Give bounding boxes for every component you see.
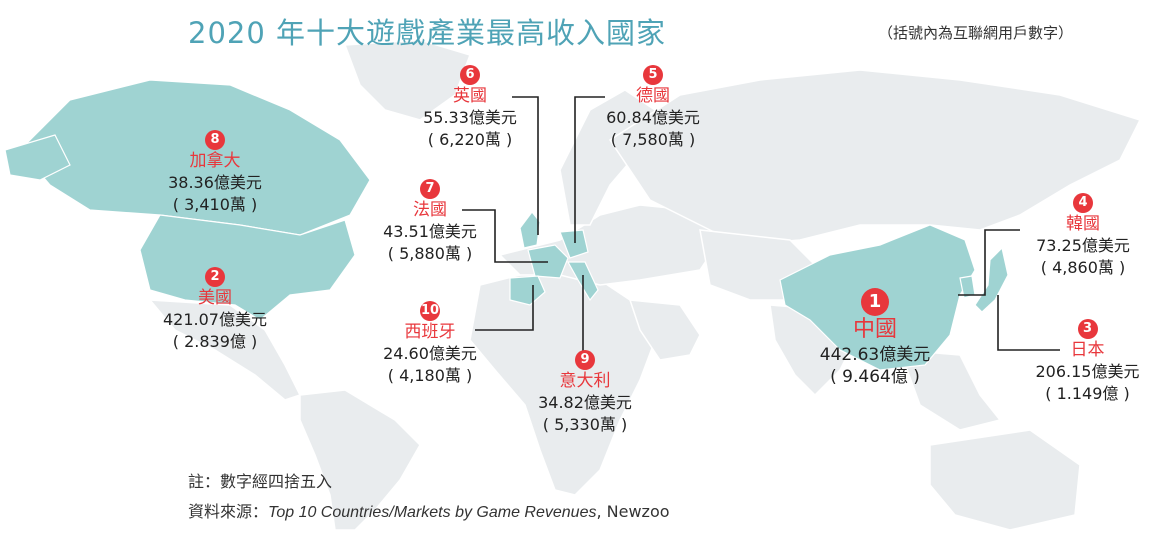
- rank-badge: 9: [575, 350, 595, 370]
- label-usa: 2 美國 421.07億美元 ( 2.839億 ): [145, 264, 285, 353]
- label-china: 1 中國 442.63億美元 ( 9.464億 ): [800, 288, 950, 388]
- australia-shape: [929, 429, 1081, 531]
- country-name: 法國: [413, 200, 447, 220]
- arabia-shape: [628, 299, 701, 361]
- label-france: 7 法國 43.51億美元 ( 5,880萬 ): [365, 176, 495, 265]
- spain-shape: [509, 275, 546, 306]
- rank-badge: 2: [205, 267, 225, 287]
- usa-shape: [139, 214, 356, 321]
- rank-badge: 10: [420, 301, 440, 321]
- label-canada: 8 加拿大 38.36億美元 ( 3,410萬 ): [150, 127, 280, 216]
- revenue-value: 442.63億美元: [819, 345, 931, 365]
- revenue-value: 421.07億美元: [163, 310, 267, 329]
- country-name: 中國: [852, 317, 897, 342]
- alaska-shape: [4, 134, 71, 181]
- source-prefix: 資料來源：: [188, 502, 269, 521]
- source-title: Top 10 Countries/Markets by Game Revenue…: [268, 504, 597, 521]
- revenue-value: 38.36億美元: [168, 173, 262, 192]
- users-value: ( 7,580萬 ): [610, 130, 696, 149]
- revenue-value: 60.84億美元: [606, 108, 700, 127]
- southeast-asia-shape: [898, 349, 1002, 431]
- source-suffix: , Newzoo: [596, 502, 670, 521]
- revenue-value: 73.25億美元: [1036, 236, 1130, 255]
- revenue-value: 55.33億美元: [423, 108, 517, 127]
- rank-badge: 8: [205, 130, 225, 150]
- users-value: ( 6,220萬 ): [427, 130, 513, 149]
- country-name: 日本: [1070, 340, 1105, 360]
- japan-shape: [974, 246, 1009, 313]
- users-value: ( 4,180萬 ): [387, 366, 473, 385]
- revenue-value: 34.82億美元: [538, 393, 632, 412]
- leader-uk: [512, 96, 539, 235]
- rank-badge: 7: [420, 179, 440, 199]
- users-value: ( 3,410萬 ): [172, 195, 258, 214]
- rank-badge: 1: [861, 288, 889, 316]
- label-uk: 6 英國 55.33億美元 ( 6,220萬 ): [405, 62, 535, 151]
- map-subtitle: （括號內為互聯網用戶數字）: [878, 24, 1074, 42]
- country-name: 美國: [198, 288, 232, 308]
- country-name: 英國: [453, 86, 487, 106]
- mexico-central-america-shape: [148, 299, 302, 401]
- canada-shape: [19, 79, 371, 236]
- label-italy: 9 意大利 34.82億美元 ( 5,330萬 ): [520, 347, 650, 436]
- label-korea: 4 韓國 73.25億美元 ( 4,860萬 ): [1018, 190, 1148, 279]
- label-germany: 5 德國 60.84億美元 ( 7,580萬 ): [588, 62, 718, 151]
- revenue-value: 206.15億美元: [1035, 362, 1140, 381]
- users-value: ( 5,880萬 ): [387, 244, 473, 263]
- country-name: 西班牙: [404, 322, 456, 342]
- country-name: 意大利: [559, 371, 611, 391]
- footnote-source: 資料來源：Top 10 Countries/Markets by Game Re…: [188, 498, 670, 522]
- country-name: 德國: [636, 86, 670, 106]
- rank-badge: 4: [1073, 193, 1093, 213]
- users-value: ( 2.839億 ): [172, 332, 258, 351]
- label-japan: 3 日本 206.15億美元 ( 1.149億 ): [1020, 316, 1155, 405]
- country-name: 韓國: [1066, 214, 1100, 234]
- revenue-value: 43.51億美元: [383, 222, 477, 241]
- rank-badge: 5: [643, 65, 663, 85]
- users-value: ( 1.149億 ): [1045, 384, 1130, 403]
- users-value: ( 9.464億 ): [830, 367, 920, 387]
- greenland-shape: [343, 39, 471, 121]
- map-title: 2020 年十大遊戲產業最高收入國家: [188, 16, 667, 50]
- africa-shape: [469, 269, 656, 496]
- users-value: ( 4,860萬 ): [1040, 258, 1126, 277]
- users-value: ( 5,330萬 ): [542, 415, 628, 434]
- revenue-value: 24.60億美元: [383, 344, 477, 363]
- leader-spain: [475, 285, 534, 331]
- south-america-shape: [299, 389, 421, 531]
- label-spain: 10 西班牙 24.60億美元 ( 4,180萬 ): [365, 298, 495, 387]
- uk-shape: [519, 211, 541, 249]
- footnote-rounding: 註：數字經四捨五入: [188, 472, 333, 491]
- rank-badge: 6: [460, 65, 480, 85]
- rank-badge: 3: [1077, 319, 1098, 339]
- leader-france: [462, 209, 548, 263]
- country-name: 加拿大: [189, 151, 241, 171]
- leader-korea: [958, 229, 1020, 296]
- leader-germany: [574, 96, 605, 243]
- leader-japan: [997, 295, 1060, 351]
